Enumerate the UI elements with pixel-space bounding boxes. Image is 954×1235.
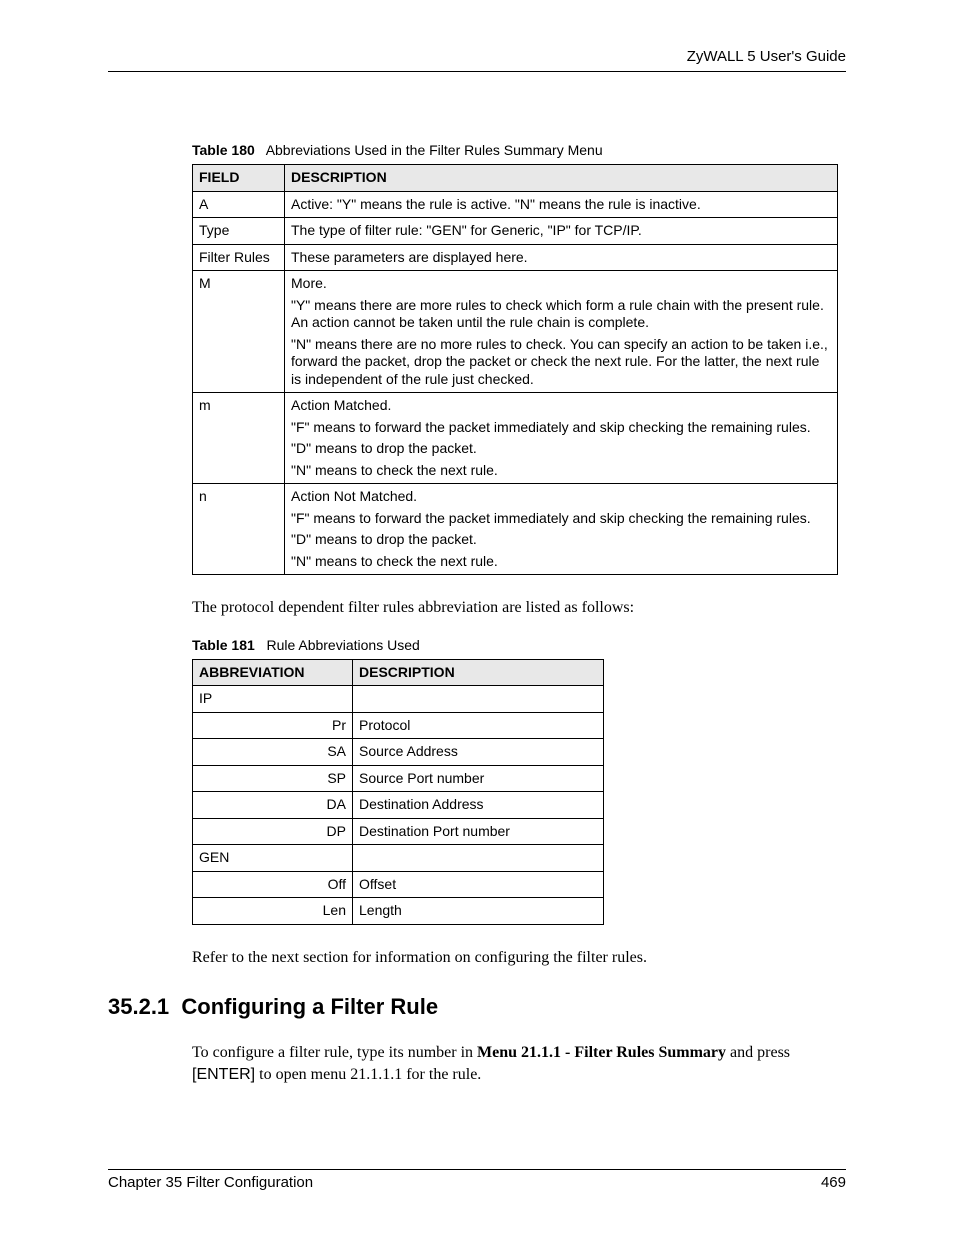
table-cell-desc bbox=[353, 686, 604, 713]
body3-bold-menu: Menu 21.1.1 - Filter Rules Summary bbox=[477, 1044, 726, 1061]
footer-chapter: Chapter 35 Filter Configuration bbox=[108, 1174, 313, 1191]
table-cell-field: n bbox=[193, 484, 285, 575]
table-cell-abbr: SP bbox=[193, 765, 353, 792]
table-cell-desc: Length bbox=[353, 898, 604, 925]
footer-divider bbox=[108, 1169, 846, 1170]
body3-mid: and press bbox=[726, 1044, 790, 1061]
table-cell-desc: Source Port number bbox=[353, 765, 604, 792]
table-cell-desc: Action Not Matched."F" means to forward … bbox=[285, 484, 838, 575]
table-cell-field: m bbox=[193, 393, 285, 484]
table-row: IP bbox=[193, 686, 604, 713]
table-row: DADestination Address bbox=[193, 792, 604, 819]
table-cell-desc bbox=[353, 845, 604, 872]
table-180: FIELD DESCRIPTION AActive: "Y" means the… bbox=[192, 164, 838, 575]
body-text-2: Refer to the next section for informatio… bbox=[192, 947, 846, 969]
table-180-caption-label: Table 180 bbox=[192, 142, 255, 158]
table-cell-desc: Destination Port number bbox=[353, 818, 604, 845]
table-cell-abbr: DA bbox=[193, 792, 353, 819]
table-row: mAction Matched."F" means to forward the… bbox=[193, 393, 838, 484]
body3-enter: [ENTER] bbox=[192, 1066, 255, 1083]
table-cell-desc: These parameters are displayed here. bbox=[285, 244, 838, 271]
section-heading: 35.2.1 Configuring a Filter Rule bbox=[108, 994, 846, 1020]
table-cell-desc: Offset bbox=[353, 871, 604, 898]
table-181: ABBREVIATION DESCRIPTION IPPrProtocolSAS… bbox=[192, 659, 604, 925]
table-row: AActive: "Y" means the rule is active. "… bbox=[193, 191, 838, 218]
body-text-1: The protocol dependent filter rules abbr… bbox=[192, 597, 846, 619]
footer-page-number: 469 bbox=[821, 1174, 846, 1191]
body-text-3: To configure a filter rule, type its num… bbox=[192, 1042, 846, 1085]
table-181-caption-label: Table 181 bbox=[192, 637, 255, 653]
table-181-col-desc: DESCRIPTION bbox=[353, 659, 604, 686]
table-cell-abbr: Pr bbox=[193, 712, 353, 739]
header-guide-title: ZyWALL 5 User's Guide bbox=[108, 48, 846, 65]
table-row: PrProtocol bbox=[193, 712, 604, 739]
table-row: nAction Not Matched."F" means to forward… bbox=[193, 484, 838, 575]
body3-pre: To configure a filter rule, type its num… bbox=[192, 1044, 477, 1061]
table-row: FIELD DESCRIPTION bbox=[193, 165, 838, 192]
table-180-col-field: FIELD bbox=[193, 165, 285, 192]
table-row: MMore."Y" means there are more rules to … bbox=[193, 271, 838, 393]
section-title: Configuring a Filter Rule bbox=[181, 994, 438, 1019]
table-row: ABBREVIATION DESCRIPTION bbox=[193, 659, 604, 686]
table-row: SPSource Port number bbox=[193, 765, 604, 792]
table-cell-field: Type bbox=[193, 218, 285, 245]
table-cell-field: A bbox=[193, 191, 285, 218]
table-cell-field: Filter Rules bbox=[193, 244, 285, 271]
table-row: TypeThe type of filter rule: "GEN" for G… bbox=[193, 218, 838, 245]
table-row: OffOffset bbox=[193, 871, 604, 898]
table-cell-desc: Protocol bbox=[353, 712, 604, 739]
table-cell-abbr: DP bbox=[193, 818, 353, 845]
table-cell-abbr: Off bbox=[193, 871, 353, 898]
table-cell-desc: Action Matched."F" means to forward the … bbox=[285, 393, 838, 484]
table-cell-abbr: SA bbox=[193, 739, 353, 766]
table-cell-abbr: IP bbox=[193, 686, 353, 713]
table-cell-desc: Active: "Y" means the rule is active. "N… bbox=[285, 191, 838, 218]
table-row: Filter RulesThese parameters are display… bbox=[193, 244, 838, 271]
table-cell-field: M bbox=[193, 271, 285, 393]
table-181-caption: Table 181 Rule Abbreviations Used bbox=[192, 637, 846, 653]
table-181-caption-text: Rule Abbreviations Used bbox=[266, 637, 419, 653]
page-footer: Chapter 35 Filter Configuration 469 bbox=[108, 1169, 846, 1191]
table-181-col-abbr: ABBREVIATION bbox=[193, 659, 353, 686]
table-row: DPDestination Port number bbox=[193, 818, 604, 845]
table-row: GEN bbox=[193, 845, 604, 872]
table-cell-desc: The type of filter rule: "GEN" for Gener… bbox=[285, 218, 838, 245]
table-cell-desc: More."Y" means there are more rules to c… bbox=[285, 271, 838, 393]
table-cell-desc: Source Address bbox=[353, 739, 604, 766]
table-180-col-desc: DESCRIPTION bbox=[285, 165, 838, 192]
table-cell-abbr: Len bbox=[193, 898, 353, 925]
section-number: 35.2.1 bbox=[108, 994, 169, 1019]
table-cell-abbr: GEN bbox=[193, 845, 353, 872]
table-180-caption: Table 180 Abbreviations Used in the Filt… bbox=[192, 142, 846, 158]
header-divider bbox=[108, 71, 846, 72]
table-row: LenLength bbox=[193, 898, 604, 925]
table-cell-desc: Destination Address bbox=[353, 792, 604, 819]
body3-post: to open menu 21.1.1.1 for the rule. bbox=[255, 1066, 481, 1083]
table-row: SASource Address bbox=[193, 739, 604, 766]
table-180-caption-text: Abbreviations Used in the Filter Rules S… bbox=[266, 142, 603, 158]
